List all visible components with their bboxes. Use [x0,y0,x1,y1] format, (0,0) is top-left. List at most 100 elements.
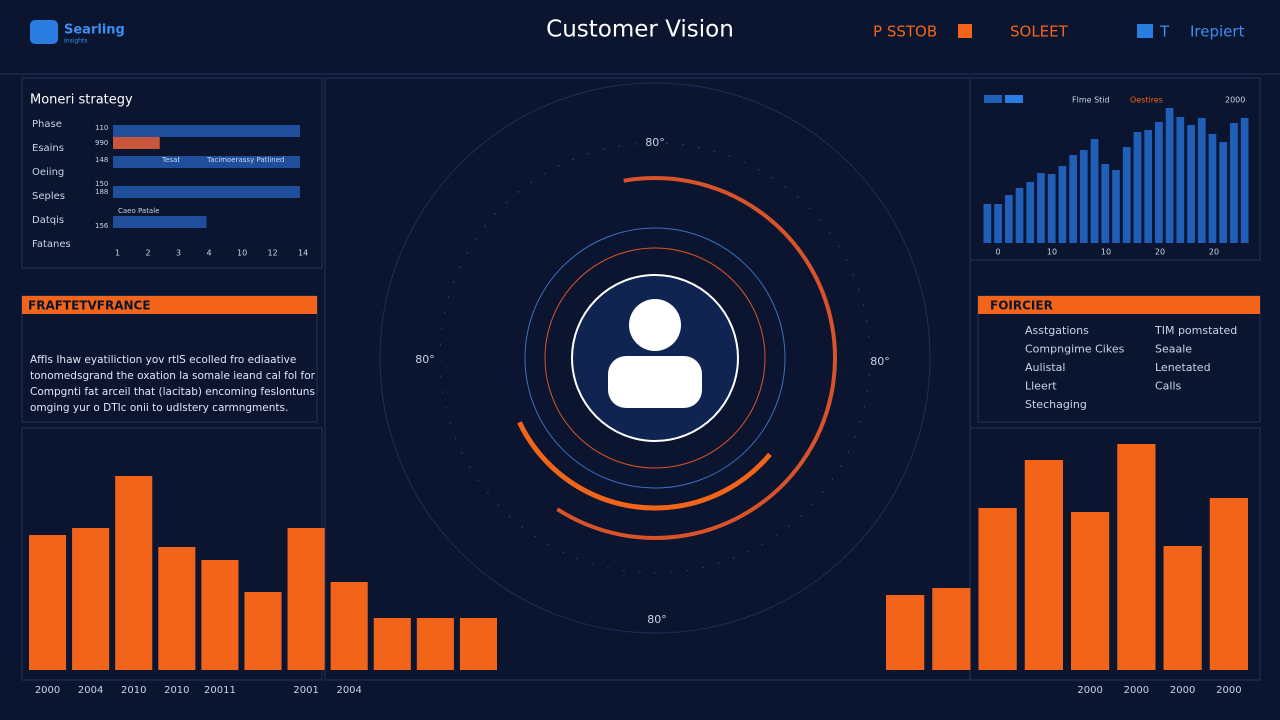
h-bar [113,156,300,168]
x-tick-label: 2001 [293,685,318,696]
note: Tacimoerassy Patlined [206,156,284,164]
ring [502,205,808,511]
row-value: 188 [95,188,108,196]
bar [201,560,239,670]
axis-label: 4 [207,249,212,258]
x-tick-label: 2000 [1216,685,1241,696]
ring [473,175,837,540]
list-item: Seaale [1155,343,1192,356]
legend: Flme Stid [1072,96,1110,105]
row-value: 156 [95,222,109,230]
ring [379,82,931,634]
row-label: Datqis [32,215,64,226]
bar [978,508,1017,670]
x-tick-label: 10 [1047,248,1057,257]
bar [1026,182,1035,243]
bar [1155,122,1163,243]
menu-icon [1137,24,1153,38]
gauge-label: 80° [870,355,890,368]
avatar-head [629,299,681,351]
row-value: 150 [95,180,108,188]
axis-label: 3 [176,249,181,258]
x-tick-label: 20 [1155,248,1165,257]
x-tick-label: 0 [995,248,1000,257]
logo: Searling [64,23,125,38]
row-value: 990 [95,139,108,147]
list-item: Asstgations [1025,324,1089,337]
bar [1079,150,1088,243]
h-bar [113,125,300,137]
bar [932,588,971,670]
panel [969,77,1261,261]
bar [158,547,196,670]
row-label: Oeiing [32,167,64,178]
axis-label: 14 [298,249,308,258]
row-label: Esains [32,143,64,154]
bar [1058,166,1067,243]
text-line: omging yur o DTIc onii to udlstery carmn… [30,402,288,414]
logo-sub: Insights [64,38,87,45]
h-bar [113,216,207,228]
bar [1165,108,1174,243]
bar [1133,132,1142,243]
bar [1004,195,1013,243]
h-bar [113,137,160,149]
x-tick-label: 2000 [35,685,60,696]
menu-item[interactable]: T [1159,23,1170,41]
axis-label: 12 [268,249,278,258]
bar [459,618,497,670]
list-item: Compngime Cikes [1025,343,1125,356]
x-tick-label: 10 [1101,248,1111,257]
bar [1090,139,1099,243]
legend-swatch [1005,95,1023,103]
menu-icon [958,24,972,38]
bar [886,595,925,670]
note: Tesat [161,156,180,164]
axis-label: 10 [237,249,247,258]
panel-header [22,296,317,314]
bar [1015,188,1024,243]
panel-title: Moneri strategy [30,93,133,108]
avatar-body [608,356,702,408]
row-value: 110 [95,124,108,132]
bar [115,476,153,670]
row-value: 148 [95,156,108,164]
title: Customer Vision [546,17,734,43]
list-item: Aulistal [1025,361,1065,374]
gauge-label: 80° [645,136,665,149]
row-label: Seples [32,191,65,202]
x-tick-label: 20 [1209,248,1219,257]
bar [1230,123,1238,243]
bar [1163,546,1202,670]
bar [1176,117,1185,243]
legend-swatch [984,95,1002,103]
x-tick-label: 2010 [164,685,189,696]
bar [1197,118,1206,243]
ring [524,227,786,489]
menu-item[interactable]: SOLEET [1010,23,1069,41]
logo-icon [30,20,58,44]
bar [1047,174,1056,243]
row-label: Phase [32,119,62,130]
panel-title: FOIRCIER [990,299,1053,313]
panel-title: FRAFTETVFRANCE [28,299,151,313]
bar [983,204,992,243]
bar [1117,444,1156,670]
bar [1024,460,1063,670]
x-tick-label: 2010 [121,685,146,696]
menu-item[interactable]: Irepiert [1190,23,1245,41]
bar [1208,134,1217,243]
bar [29,535,67,670]
bar [1037,173,1045,243]
ring [544,247,766,469]
x-tick-label: 2000 [1077,685,1102,696]
ring [439,142,871,574]
gauge-label: 80° [647,613,667,626]
bar [416,618,454,670]
panel [21,77,323,269]
list-item: Lleert [1025,380,1057,393]
menu-item[interactable]: P SSTOB [873,23,937,41]
bar [373,618,411,670]
